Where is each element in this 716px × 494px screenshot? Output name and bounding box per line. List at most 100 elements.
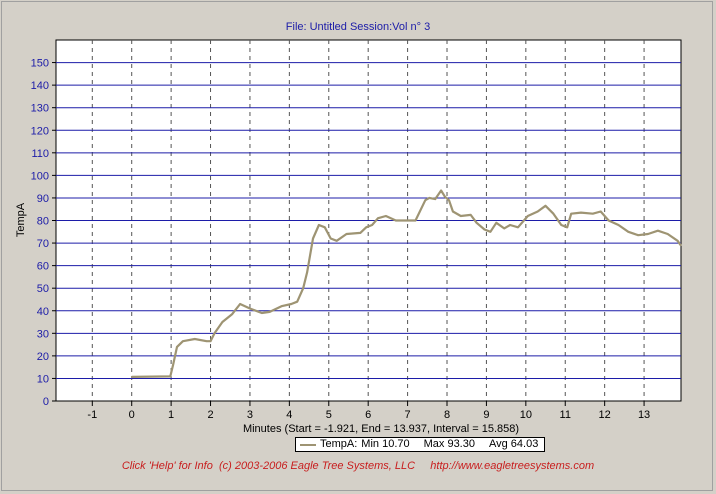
data-point (365, 226, 368, 229)
x-tick-label: 3 (247, 409, 253, 421)
data-point (130, 376, 133, 378)
legend-avg: Avg 64.03 (488, 438, 539, 450)
data-point (536, 210, 539, 213)
x-tick-label: -1 (87, 409, 97, 421)
data-point (394, 219, 397, 222)
data-point (329, 237, 332, 240)
data-point (302, 287, 304, 289)
data-point (280, 305, 283, 308)
data-point (182, 340, 184, 343)
x-tick-label: 13 (638, 409, 650, 421)
data-point (209, 340, 212, 343)
x-tick-label: 7 (405, 409, 411, 421)
data-point (404, 219, 407, 222)
data-point (552, 212, 555, 215)
data-point (385, 215, 387, 217)
data-point (475, 221, 478, 224)
data-point (544, 205, 547, 207)
data-point (221, 321, 224, 323)
data-point (231, 313, 234, 315)
data-point (290, 303, 293, 305)
data-point (676, 240, 679, 242)
data-point (566, 226, 569, 229)
y-tick-label: 30 (37, 328, 49, 340)
horizontal-gridlines (56, 62, 681, 379)
data-point (318, 224, 320, 226)
legend-max: Max 93.30 (423, 438, 475, 450)
legend-swatch (300, 443, 316, 446)
data-point (260, 312, 263, 314)
data-point (679, 244, 682, 247)
data-point (460, 215, 462, 217)
legend-min: Min 10.70 (361, 438, 410, 450)
x-tick-label: 2 (207, 409, 213, 421)
x-axis-label: Minutes (Start = -1.921, End = 13.937, I… (243, 423, 519, 435)
data-point (176, 346, 178, 348)
data-point (345, 233, 348, 235)
data-point (249, 307, 251, 310)
y-tick-label: 110 (31, 148, 49, 160)
data-point (268, 311, 271, 313)
series-points (130, 189, 682, 378)
x-tick-label: 0 (129, 409, 135, 421)
y-tick-label: 140 (31, 80, 49, 92)
data-point (580, 211, 582, 214)
data-point (205, 340, 208, 343)
data-point (193, 338, 196, 340)
data-point (335, 240, 338, 242)
y-tick-label: 130 (31, 103, 49, 115)
data-point (637, 234, 639, 236)
data-point (434, 198, 436, 200)
y-tick-label: 10 (37, 373, 49, 385)
y-tick-labels: 0 10 20 30 40 50 60 70 80 90 100 110 120 130 140 150 (31, 58, 56, 408)
data-point (377, 217, 379, 220)
data-point (169, 375, 172, 378)
data-point (592, 212, 594, 215)
data-point (657, 229, 659, 232)
data-point (444, 196, 446, 198)
data-point (239, 303, 241, 305)
x-tick-labels: -1 0 1 2 3 4 5 6 7 8 9 10 11 12 13 (87, 401, 650, 421)
legend-series-name: TempA: (320, 438, 358, 450)
data-point (150, 375, 153, 378)
file-session-title: File: Untitled Session:Vol n° 3 (285, 21, 431, 33)
data-point (359, 232, 362, 234)
x-tick-label: 8 (444, 409, 450, 421)
data-point (570, 212, 572, 215)
data-point (647, 233, 649, 235)
data-point (324, 226, 326, 229)
data-point (495, 221, 498, 224)
y-tick-label: 70 (37, 238, 49, 250)
data-point (448, 199, 450, 201)
data-point (213, 332, 216, 335)
data-point (296, 300, 299, 303)
y-axis-label: TempA (15, 202, 27, 237)
footer-info: Click 'Help' for Info (c) 2003-2006 Eagl… (121, 460, 595, 472)
data-point (172, 364, 174, 366)
y-tick-label: 120 (31, 125, 49, 137)
data-point (607, 219, 610, 222)
x-tick-label: 9 (483, 409, 489, 421)
data-point (414, 219, 417, 222)
y-tick-label: 90 (37, 193, 49, 205)
y-tick-label: 50 (37, 283, 49, 295)
data-point (666, 233, 669, 235)
data-point (440, 189, 442, 192)
y-tick-label: 100 (31, 170, 49, 182)
data-point (527, 215, 529, 217)
data-point (469, 214, 472, 216)
series-line-tempa (131, 189, 682, 378)
data-point (560, 224, 563, 226)
data-point (517, 226, 519, 229)
data-point (312, 237, 314, 240)
y-tick-label: 0 (43, 396, 49, 408)
data-point (509, 224, 511, 226)
data-point (617, 224, 620, 226)
data-point (452, 210, 454, 213)
data-point (371, 224, 373, 226)
x-tick-label: 10 (520, 409, 532, 421)
data-point (306, 271, 308, 274)
y-tick-label: 80 (37, 216, 49, 228)
